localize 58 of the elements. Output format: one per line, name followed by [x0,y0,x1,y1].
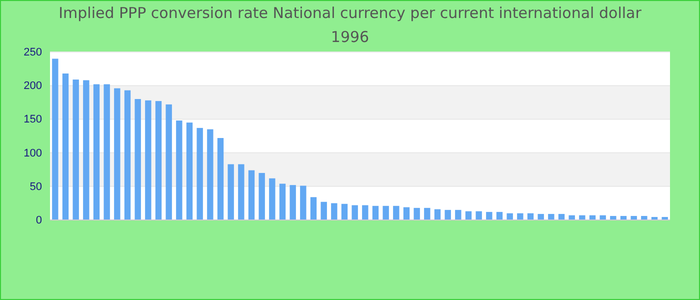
bar [372,206,379,220]
bar [403,207,410,220]
y-tick-label: 100 [24,147,42,160]
bar [548,214,554,220]
bar [258,172,265,220]
chart-subtitle: 1996 [330,28,370,46]
bar [496,212,503,220]
bar [455,210,462,220]
bar [352,205,358,220]
bar [228,164,234,220]
bar [124,90,131,220]
bar [310,197,317,220]
bar [290,185,296,220]
bar [238,164,244,220]
bar [269,178,276,220]
bar [506,213,513,220]
bar [62,74,69,220]
bar [444,210,451,220]
bar [476,211,482,220]
y-tick-label: 250 [24,46,42,59]
bar [248,170,255,220]
bar [341,204,348,220]
y-tick-label: 150 [24,114,42,126]
bar [517,213,524,220]
bar [538,214,544,220]
chart-title: Implied PPP conversion rate National currency per current international dollar [58,4,642,22]
bar [641,216,648,220]
bar [414,208,420,220]
bar [424,208,430,220]
bar [610,216,616,220]
bar [83,80,90,220]
y-tick-label: 200 [24,80,42,92]
bar [186,122,193,220]
bar [382,206,389,220]
bar [104,84,110,220]
y-tick-label: 0 [36,214,42,227]
bar [155,101,162,220]
bar [362,205,368,220]
bar [72,80,79,220]
bar [93,84,100,220]
bar [279,184,286,220]
bar [52,58,58,220]
bar [331,203,338,220]
bar [207,129,214,220]
bar [300,186,306,220]
bar [134,99,141,220]
bar [176,120,182,220]
bar [486,212,492,220]
bar [145,100,152,220]
bar [393,206,400,220]
bar [166,104,172,220]
bar [196,128,203,220]
bar [630,216,637,220]
bar [320,202,327,220]
bar [217,138,224,220]
y-tick-label: 50 [30,180,42,193]
bar [114,88,120,220]
bar [434,209,441,220]
